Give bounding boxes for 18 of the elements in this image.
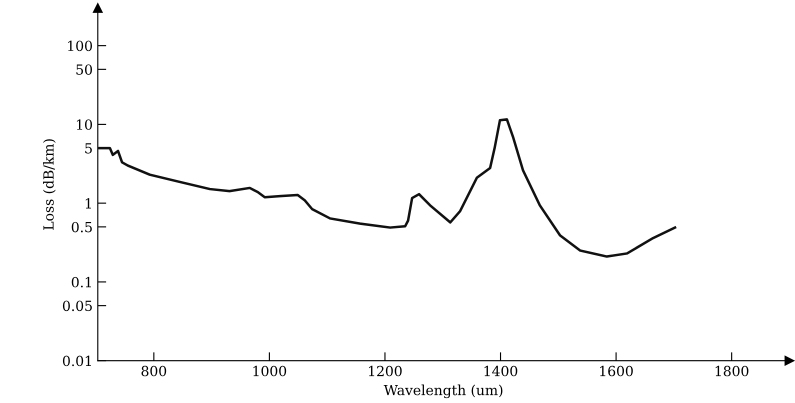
x-tick-label: 1200 xyxy=(368,366,402,376)
y-tick-label: 5 xyxy=(85,143,92,154)
x-axis-title: Wavelength (um) xyxy=(384,384,502,398)
x-tick-label: 1800 xyxy=(716,366,748,376)
x-tick-label: 1600 xyxy=(600,366,633,376)
x-tick-label: 1000 xyxy=(253,366,286,376)
y-tick-label: 1 xyxy=(86,198,91,208)
y-tick-label: 50 xyxy=(76,64,92,75)
y-tick-label: 10 xyxy=(76,119,92,130)
y-tick-label: 0.1 xyxy=(72,276,91,288)
x-tick-label: 1400 xyxy=(484,366,518,376)
line-series xyxy=(98,118,676,258)
y-tick-label: 0.5 xyxy=(72,222,92,232)
y-tick-label: 0.01 xyxy=(62,356,91,366)
y-tick-label: 100 xyxy=(68,40,92,52)
x-tick-label: 800 xyxy=(142,366,166,376)
y-tick-label: 0.05 xyxy=(62,300,92,312)
y-axis-title: Loss (dB/km) xyxy=(43,139,56,230)
